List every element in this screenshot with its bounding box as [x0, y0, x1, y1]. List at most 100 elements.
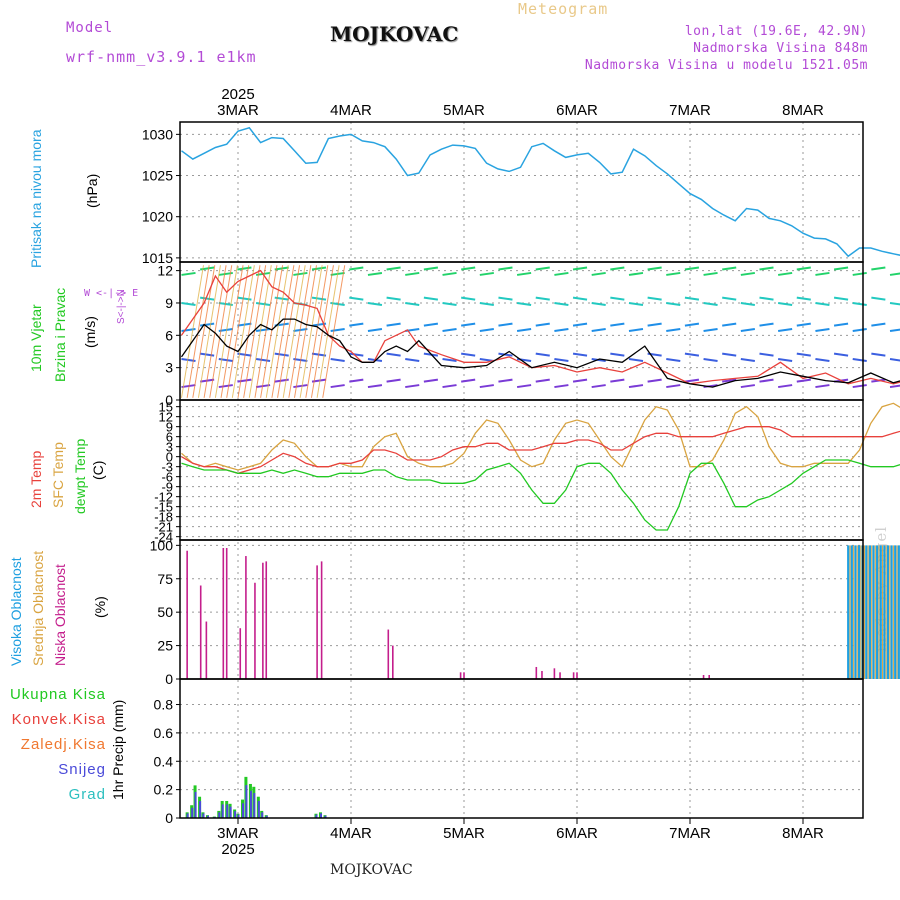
- wind-hatch: [220, 265, 244, 398]
- pressure-tick-label: 1030: [142, 126, 173, 142]
- wind-arrow: [516, 301, 532, 306]
- wind-arrow: [461, 378, 476, 383]
- wind-arrow: [796, 296, 811, 301]
- precip-tick-label: 0.4: [154, 753, 174, 769]
- wind-arrow: [535, 352, 550, 357]
- wind-hatch: [322, 265, 346, 398]
- wind-arrow: [442, 384, 457, 389]
- bottom-day-label: 7MAR: [669, 825, 711, 842]
- wind-hatch: [181, 265, 204, 398]
- wind-arrow: [255, 301, 271, 306]
- wind-arrow: [442, 301, 457, 306]
- wind-arrow: [591, 384, 606, 389]
- cloud-tick-label: 25: [157, 638, 173, 654]
- wind-arrow: [461, 296, 476, 301]
- precip-snow-bar: [221, 804, 224, 818]
- wind-arrow: [610, 352, 625, 357]
- cloud-tick-label: 0: [165, 671, 173, 687]
- wind-hatch: [294, 265, 317, 398]
- precip-snow-bar: [265, 815, 268, 818]
- precip-snow-bar: [261, 812, 264, 818]
- wind-arrow: [516, 271, 532, 276]
- wind-arrow: [889, 328, 900, 332]
- precip-legend-freezing: Zaledj.Kisa: [20, 736, 106, 753]
- temp-tick-label: -6: [161, 470, 173, 485]
- wind-arrow: [237, 378, 252, 383]
- wind-arrow: [330, 328, 345, 332]
- wind-arrow: [666, 358, 681, 363]
- wind-arrow: [852, 328, 867, 332]
- wind-arrow: [572, 296, 588, 301]
- top-year-label: 2025: [221, 86, 254, 103]
- temp-tick-label: -9: [161, 480, 173, 495]
- wind-arrow: [833, 352, 849, 357]
- wind-arrow: [181, 328, 196, 332]
- precip-tick-label: 0.6: [154, 725, 174, 741]
- bottom-day-label: 6MAR: [556, 825, 598, 842]
- wind-arrow: [255, 328, 271, 332]
- bottom-day-label: 3MAR: [217, 825, 259, 842]
- wind-arrow: [610, 322, 625, 327]
- wind-arrow: [647, 266, 662, 271]
- panel-frame: [179, 539, 864, 680]
- top-day-label: 5MAR: [443, 102, 485, 119]
- wind-arrow: [349, 322, 364, 327]
- wind-arrow: [535, 296, 550, 301]
- wind-arrow: [759, 378, 774, 383]
- wind-arrow: [255, 384, 271, 389]
- wind-arrow: [833, 322, 849, 327]
- wind-arrow: [423, 322, 439, 327]
- wind-arrow: [293, 271, 308, 276]
- wind-hatch: [277, 265, 301, 398]
- wind-arrow: [274, 352, 289, 357]
- precip-legend-snow: Snijeg: [58, 761, 106, 778]
- wind-arrow: [889, 358, 900, 362]
- model-name: wrf-nmm_v3.9.1 e1km: [66, 48, 257, 66]
- wind-arrow: [461, 322, 476, 327]
- wind-arrow: [181, 271, 196, 276]
- cloud-tick-label: 100: [150, 537, 174, 553]
- wind-speed-line: [180, 318, 900, 388]
- wind-arrow: [572, 266, 588, 271]
- wind-arrow: [833, 266, 849, 271]
- wind-hatch: [203, 265, 227, 398]
- wind-hatch: [226, 265, 250, 398]
- pressure-tick-label: 1015: [142, 250, 173, 266]
- wind-arrow: [423, 296, 439, 301]
- precip-snow-bar: [194, 791, 197, 818]
- wind-hatch: [237, 265, 261, 398]
- footer-station: MOJKOVAC: [330, 862, 413, 878]
- top-day-label: 4MAR: [330, 102, 372, 119]
- precip-tick-label: 0.2: [154, 782, 174, 798]
- temp-tick-label: -12: [154, 490, 173, 505]
- wind-hatch: [299, 265, 323, 398]
- top-day-label: 8MAR: [782, 102, 824, 119]
- temp-tick-label: 6: [166, 430, 173, 445]
- wind-arrow: [591, 301, 606, 306]
- wind-arrow: [498, 296, 513, 301]
- wind-arrow: [777, 301, 793, 306]
- wind-arrow: [330, 384, 345, 389]
- wind-arrow: [703, 328, 718, 332]
- precip-snow-bar: [186, 813, 189, 818]
- wind-arrow: [815, 271, 830, 276]
- wind-arrow: [740, 301, 755, 306]
- wind-arrow: [386, 266, 401, 271]
- wind-arrow: [740, 271, 755, 276]
- wind-compass-ew: W <-|-> E: [84, 288, 139, 299]
- pressure-tick-label: 1020: [142, 209, 173, 225]
- wind-arrow: [498, 352, 513, 357]
- precip-snow-bar: [315, 814, 318, 818]
- wind-arrow: [666, 301, 681, 306]
- wind-arrow: [405, 358, 420, 363]
- temp-tick-label: -24: [154, 530, 173, 545]
- wind-arrow: [796, 378, 811, 383]
- wind-arrow: [777, 384, 793, 389]
- wind-arrow: [647, 296, 662, 301]
- elevation-text: Nadmorska Visina 848m: [693, 41, 868, 56]
- wind-hatch: [197, 265, 221, 398]
- wind-arrow: [628, 328, 644, 332]
- panel-frame: [179, 121, 864, 263]
- wind-arrow: [349, 378, 364, 383]
